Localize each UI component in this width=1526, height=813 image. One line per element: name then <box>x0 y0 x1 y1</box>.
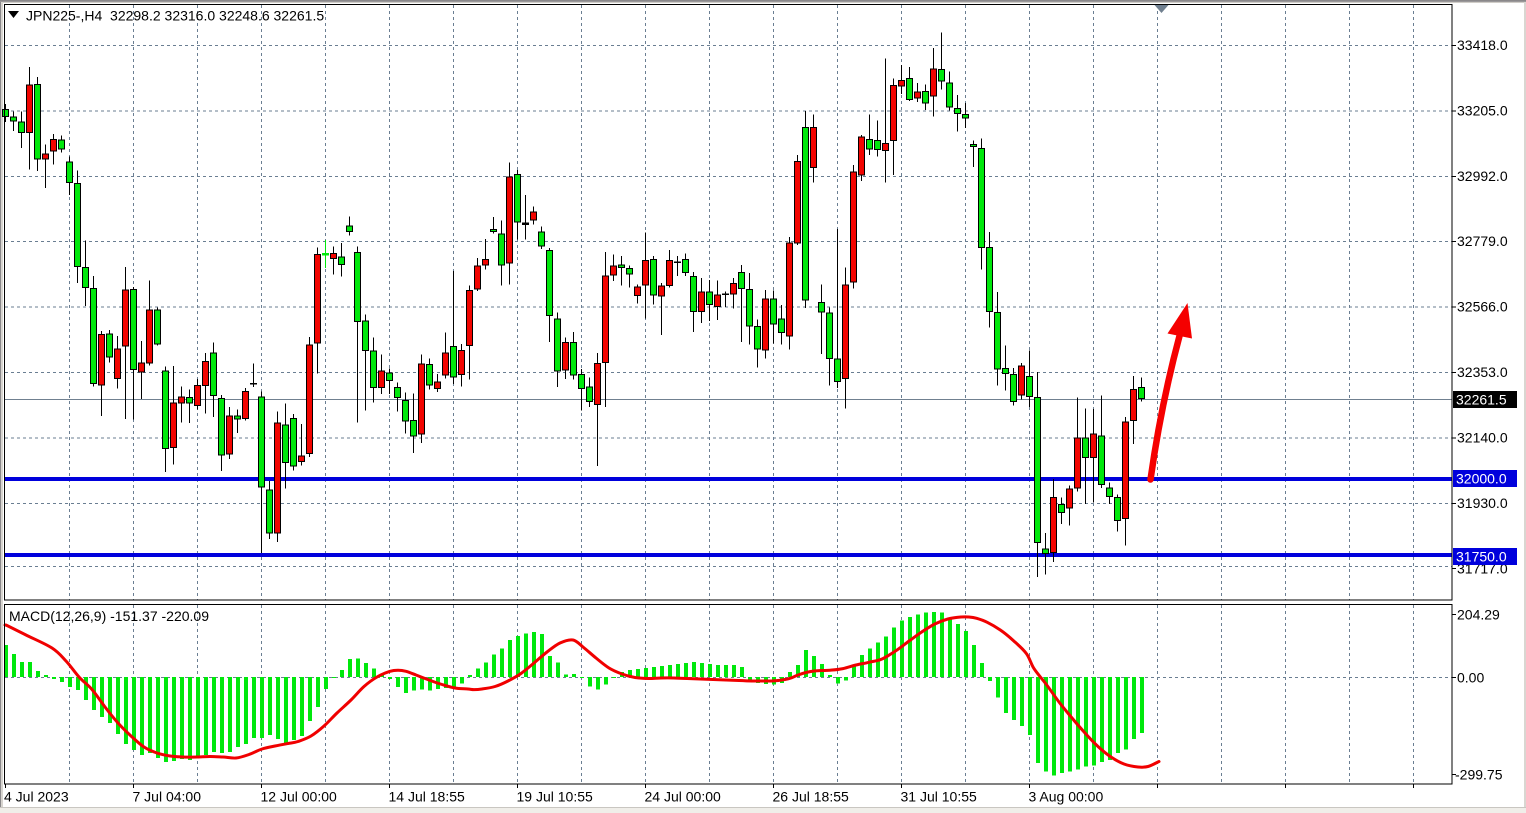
svg-text:32000.0: 32000.0 <box>1456 471 1507 487</box>
svg-text:31930.0: 31930.0 <box>1457 495 1508 511</box>
svg-text:14 Jul 18:55: 14 Jul 18:55 <box>389 789 465 805</box>
svg-text:32566.0: 32566.0 <box>1457 299 1508 315</box>
svg-text:JPN225-,H4 32298.2 32316.0 32: JPN225-,H4 32298.2 32316.0 32248.6 32261… <box>26 8 324 24</box>
svg-text:3 Aug 00:00: 3 Aug 00:00 <box>1029 789 1104 805</box>
svg-text:12 Jul 00:00: 12 Jul 00:00 <box>261 789 337 805</box>
svg-text:-299.75: -299.75 <box>1455 767 1503 783</box>
svg-text:204.29: 204.29 <box>1457 607 1500 623</box>
svg-text:31 Jul 10:55: 31 Jul 10:55 <box>901 789 977 805</box>
svg-text:31750.0: 31750.0 <box>1456 549 1507 565</box>
svg-text:4 Jul 2023: 4 Jul 2023 <box>4 789 69 805</box>
svg-text:32261.5: 32261.5 <box>1456 392 1507 408</box>
svg-text:33205.0: 33205.0 <box>1457 102 1508 118</box>
svg-text:33418.0: 33418.0 <box>1457 37 1508 53</box>
svg-text:MACD(12,26,9) -151.37 -220.09: MACD(12,26,9) -151.37 -220.09 <box>9 608 209 624</box>
svg-text:24 Jul 00:00: 24 Jul 00:00 <box>645 789 721 805</box>
svg-text:0.00: 0.00 <box>1457 670 1484 686</box>
svg-text:32140.0: 32140.0 <box>1457 429 1508 445</box>
svg-text:32992.0: 32992.0 <box>1457 168 1508 184</box>
svg-text:26 Jul 18:55: 26 Jul 18:55 <box>773 789 849 805</box>
svg-text:19 Jul 10:55: 19 Jul 10:55 <box>517 789 593 805</box>
svg-text:32353.0: 32353.0 <box>1457 364 1508 380</box>
svg-text:32779.0: 32779.0 <box>1457 233 1508 249</box>
svg-text:7 Jul 04:00: 7 Jul 04:00 <box>133 789 202 805</box>
